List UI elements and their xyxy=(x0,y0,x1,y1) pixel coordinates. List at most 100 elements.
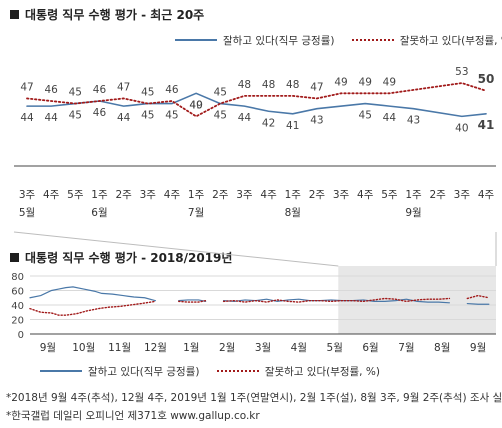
negative-value-label: 49 xyxy=(334,76,347,88)
week-tick-label: 1주 xyxy=(188,189,205,201)
zoom-connector-line xyxy=(13,231,339,267)
month-tick-label: 9월 xyxy=(470,342,486,354)
positive-value-label: 49 xyxy=(189,99,202,111)
week-tick-label: 2주 xyxy=(212,189,229,201)
month-tick-label: 3월 xyxy=(255,342,271,354)
y-tick-label: 60 xyxy=(11,287,24,298)
week-tick-label: 3주 xyxy=(19,189,36,201)
positive-value-label: 42 xyxy=(262,117,275,129)
negative-value-label: 47 xyxy=(117,81,130,93)
top-legend-positive-label: 잘하고 있다(직무 긍정률) xyxy=(223,34,335,47)
week-tick-label: 4주 xyxy=(164,189,181,201)
negative-value-label: 49 xyxy=(359,76,372,88)
y-tick-label: 40 xyxy=(11,301,24,312)
footnote-1: *2018년 9월 4주(추석), 12월 4주, 2019년 1월 1주(연말… xyxy=(6,392,502,404)
top-chart-title-text: 대통령 직무 수행 평가 - 최근 20주 xyxy=(25,8,205,22)
week-tick-label: 3주 xyxy=(140,189,157,201)
negative-value-label: 47 xyxy=(20,81,33,93)
top-chart-title: 대통령 직무 수행 평가 - 최근 20주 xyxy=(10,6,204,23)
positive-value-label: 45 xyxy=(214,110,227,122)
month-tick-label: 8월 xyxy=(434,342,450,354)
month-tick-label: 11월 xyxy=(108,342,131,354)
week-tick-label: 5주 xyxy=(67,189,84,201)
week-tick-label: 4주 xyxy=(43,189,60,201)
positive-value-label: 45 xyxy=(69,110,82,122)
positive-value-label: 45 xyxy=(165,110,178,122)
negative-rate-line-segment xyxy=(178,299,207,303)
y-tick-label: 80 xyxy=(11,272,24,283)
negative-value-label: 40 xyxy=(189,99,202,111)
negative-value-label: 48 xyxy=(286,79,299,91)
negative-value-label: 50 xyxy=(478,72,495,86)
week-tick-label: 4주 xyxy=(260,189,277,201)
negative-value-label: 45 xyxy=(141,87,154,99)
month-tick-label: 7월 xyxy=(188,207,204,219)
bottom-legend: 잘하고 있다(직무 긍정률) 잘못하고 있다(부정률, %) xyxy=(40,363,394,379)
top-legend-negative: 잘못하고 있다(부정률, %) xyxy=(351,33,502,48)
negative-value-label: 48 xyxy=(238,79,251,91)
week-tick-label: 1주 xyxy=(285,189,302,201)
title-square-icon xyxy=(10,10,19,19)
negative-rate-line xyxy=(26,82,487,118)
positive-value-label: 45 xyxy=(359,110,372,122)
negative-value-label: 46 xyxy=(93,84,107,96)
month-tick-label: 10월 xyxy=(72,342,95,354)
week-tick-label: 3주 xyxy=(333,189,350,201)
month-tick-label: 6월 xyxy=(362,342,378,354)
dotted-line-swatch-icon xyxy=(351,39,394,41)
positive-rate-line-segment xyxy=(466,302,490,305)
positive-value-label: 46 xyxy=(93,107,107,119)
bottom-chart-title: 대통령 직무 수행 평가 - 2018/2019년 xyxy=(10,249,232,266)
positive-value-label: 44 xyxy=(20,112,34,124)
positive-rate-line-segment xyxy=(29,286,157,302)
week-tick-label: 2주 xyxy=(430,189,447,201)
negative-value-label: 45 xyxy=(214,87,227,99)
negative-value-label: 48 xyxy=(262,79,275,91)
month-tick-label: 6월 xyxy=(91,207,107,219)
month-tick-label: 9월 xyxy=(405,207,421,219)
month-tick-label: 5월 xyxy=(19,207,35,219)
negative-rate-line-segment xyxy=(466,294,490,300)
negative-value-label: 53 xyxy=(455,66,468,78)
week-tick-label: 3주 xyxy=(454,189,471,201)
negative-value-label: 49 xyxy=(383,76,396,88)
bottom-legend-positive-label: 잘하고 있다(직무 긍정률) xyxy=(88,365,200,378)
positive-value-label: 45 xyxy=(141,110,154,122)
bottom-legend-negative-label: 잘못하고 있다(부정률, %) xyxy=(264,365,380,378)
week-tick-label: 3주 xyxy=(236,189,253,201)
negative-value-label: 47 xyxy=(310,81,323,93)
week-tick-label: 5주 xyxy=(381,189,398,201)
positive-value-label: 44 xyxy=(383,112,397,124)
month-tick-label: 7월 xyxy=(398,342,414,354)
positive-rate-line-segment xyxy=(178,299,207,302)
week-tick-label: 1주 xyxy=(91,189,108,201)
negative-value-label: 45 xyxy=(69,87,82,99)
month-tick-label: 4월 xyxy=(291,342,307,354)
positive-value-label: 43 xyxy=(310,115,323,127)
positive-value-label: 44 xyxy=(44,112,58,124)
month-tick-label: 12월 xyxy=(144,342,167,354)
positive-value-label: 40 xyxy=(455,122,468,134)
negative-value-label: 46 xyxy=(44,84,58,96)
top-legend-positive: 잘하고 있다(직무 긍정률) xyxy=(175,33,334,48)
positive-value-label: 44 xyxy=(117,112,131,124)
bottom-legend-negative: 잘못하고 있다(부정률, %) xyxy=(216,364,380,379)
bottom-chart-title-text: 대통령 직무 수행 평가 - 2018/2019년 xyxy=(25,251,233,265)
positive-value-label: 41 xyxy=(478,118,495,132)
week-tick-label: 1주 xyxy=(405,189,422,201)
negative-rate-line-segment xyxy=(222,297,451,303)
negative-value-label: 46 xyxy=(165,84,179,96)
month-tick-label: 9월 xyxy=(40,342,56,354)
week-tick-label: 4주 xyxy=(478,189,495,201)
bottom-legend-positive: 잘하고 있다(직무 긍정률) xyxy=(40,364,199,379)
solid-line-swatch-icon xyxy=(40,370,82,372)
negative-rate-line-segment xyxy=(29,300,157,316)
y-tick-label: 0 xyxy=(18,330,24,341)
footnote-2: *한국갤럽 데일리 오피니언 제371호 www.gallup.co.kr xyxy=(6,410,260,422)
week-tick-label: 2주 xyxy=(115,189,132,201)
month-tick-label: 8월 xyxy=(285,207,301,219)
top-legend-negative-label: 잘못하고 있다(부정률, %) xyxy=(399,34,502,47)
positive-value-label: 43 xyxy=(407,115,420,127)
